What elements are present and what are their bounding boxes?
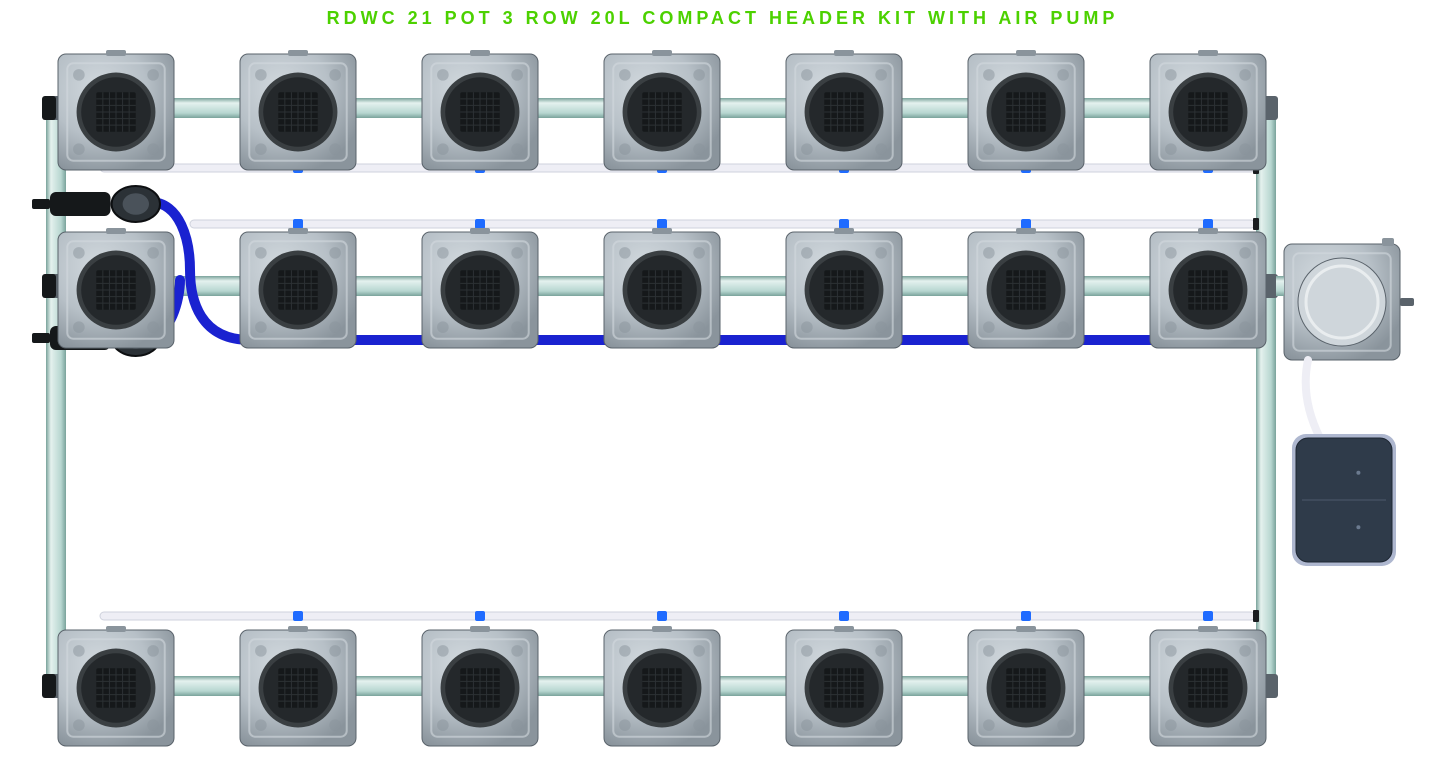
air-clip	[293, 219, 303, 229]
grow-pot	[604, 626, 720, 746]
pipe-cap	[42, 96, 56, 120]
grow-pot	[1150, 50, 1266, 170]
air-clip	[475, 219, 485, 229]
grow-pot	[604, 228, 720, 348]
pipe-to-header	[1276, 276, 1284, 296]
grow-pot	[786, 228, 902, 348]
grow-pot	[1150, 228, 1266, 348]
grow-pot	[422, 228, 538, 348]
diagram-svg	[0, 0, 1445, 761]
grow-pot	[604, 50, 720, 170]
air-clip	[657, 611, 667, 621]
pipe-cap	[42, 274, 56, 298]
grow-pot	[968, 626, 1084, 746]
air-clip	[839, 611, 849, 621]
grow-pot	[422, 626, 538, 746]
air-line	[190, 220, 1255, 228]
pipe-vertical	[1256, 108, 1276, 686]
air-line-cap	[1253, 610, 1259, 622]
air-clip	[1203, 611, 1213, 621]
grow-pot	[968, 50, 1084, 170]
grow-pot	[422, 50, 538, 170]
air-line-cap	[1253, 218, 1259, 230]
diagram-stage: RDWC 21 POT 3 ROW 20L COMPACT HEADER KIT…	[0, 0, 1445, 761]
air-clip	[1203, 219, 1213, 229]
grow-pot	[58, 228, 174, 348]
air-line	[100, 612, 1255, 620]
grow-pot	[240, 228, 356, 348]
grow-pot	[58, 50, 174, 170]
grow-pot	[968, 228, 1084, 348]
air-clip	[475, 611, 485, 621]
grow-pot	[786, 50, 902, 170]
air-clip	[1021, 219, 1031, 229]
air-clip	[657, 219, 667, 229]
air-clip	[839, 219, 849, 229]
pipe-cap	[42, 674, 56, 698]
header-tank	[1284, 238, 1414, 360]
air-clip	[1021, 611, 1031, 621]
grow-pot	[58, 626, 174, 746]
air-pump	[1292, 360, 1396, 566]
air-clip	[293, 611, 303, 621]
grow-pot	[786, 626, 902, 746]
grow-pot	[1150, 626, 1266, 746]
grow-pot	[240, 50, 356, 170]
grow-pot	[240, 626, 356, 746]
